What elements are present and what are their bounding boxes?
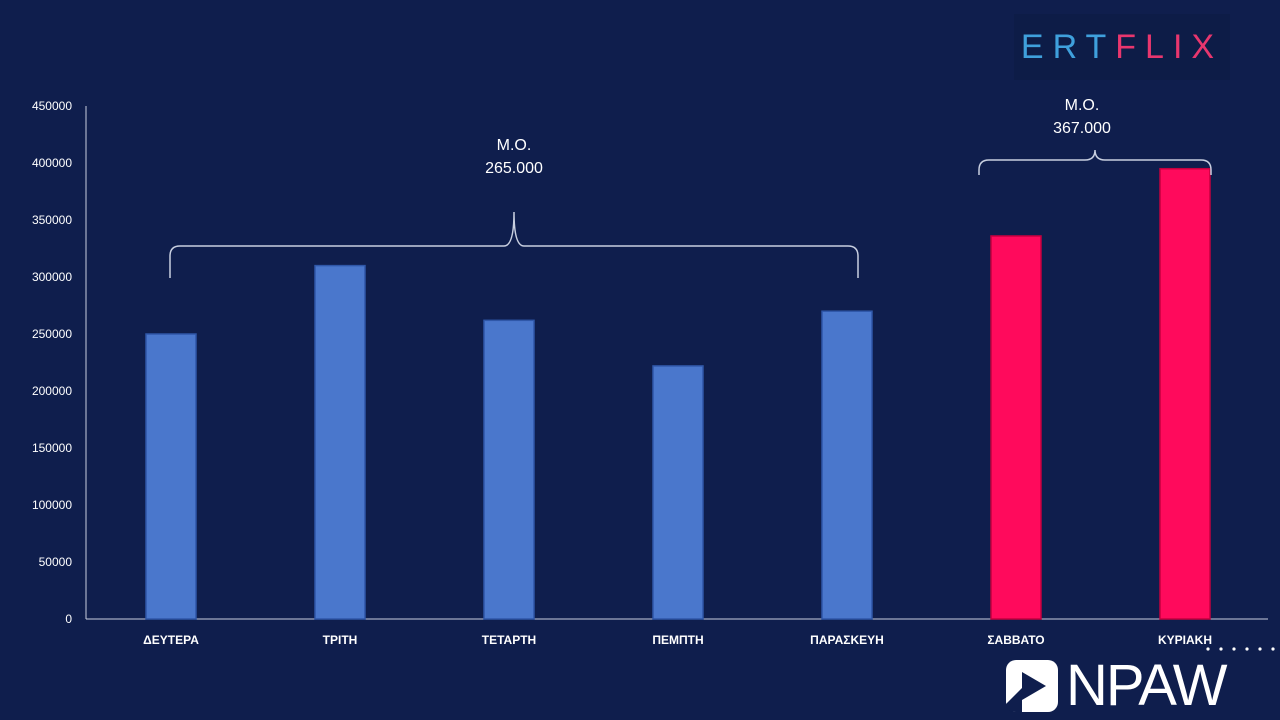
x-tick-label: ΤΕΤΑΡΤΗ [482, 633, 536, 647]
y-tick-label: 300000 [32, 270, 72, 284]
y-tick-label: 350000 [32, 213, 72, 227]
x-tick-label: ΚΥΡΙΑΚΗ [1158, 633, 1212, 647]
y-tick-label: 200000 [32, 384, 72, 398]
y-tick-label: 100000 [32, 498, 72, 512]
x-tick-label: ΠΕΜΠΤΗ [652, 633, 703, 647]
weekday-average-value: 265.000 [485, 160, 543, 177]
x-tick-label: ΠΑΡΑΣΚΕΥΗ [810, 633, 884, 647]
y-tick-label: 250000 [32, 327, 72, 341]
bar [314, 264, 366, 620]
y-tick-label: 150000 [32, 441, 72, 455]
x-tick-label: ΣΑΒΒΑΤΟ [987, 633, 1044, 647]
bar [652, 365, 704, 620]
y-tick-label: 400000 [32, 156, 72, 170]
weekday-average-label: Μ.Ο. [497, 137, 532, 154]
ertflix-logo-part1: ERT [1020, 27, 1116, 66]
decorative-dot [1232, 647, 1236, 651]
y-tick-label: 0 [65, 612, 72, 626]
decorative-dot [1258, 647, 1262, 651]
decorative-dot [1219, 647, 1223, 651]
decorative-dot [1245, 647, 1249, 651]
x-tick-label: ΔΕΥΤΕΡΑ [143, 633, 199, 647]
npaw-logo: NPAW [1004, 653, 1228, 718]
bar [990, 235, 1042, 620]
bar [145, 333, 197, 620]
y-tick-label: 450000 [32, 99, 72, 113]
npaw-logo-text: NPAW [1066, 653, 1228, 718]
decorative-dot [1206, 647, 1210, 651]
weekday-average-brace [169, 211, 859, 278]
ertflix-logo-part2: FLIX [1115, 27, 1224, 66]
npaw-play-icon [1006, 660, 1058, 712]
weekend-average-value: 367.000 [1053, 120, 1111, 137]
y-tick-label: 50000 [39, 555, 73, 569]
decorative-dot [1271, 647, 1275, 651]
bar [483, 319, 535, 620]
weekend-average-brace [978, 149, 1212, 175]
weekend-average-label: Μ.Ο. [1065, 97, 1100, 114]
bar [821, 310, 873, 620]
x-tick-label: ΤΡΙΤΗ [323, 633, 358, 647]
bar [1159, 167, 1211, 620]
ertflix-logo: ERT FLIX [1014, 14, 1230, 80]
